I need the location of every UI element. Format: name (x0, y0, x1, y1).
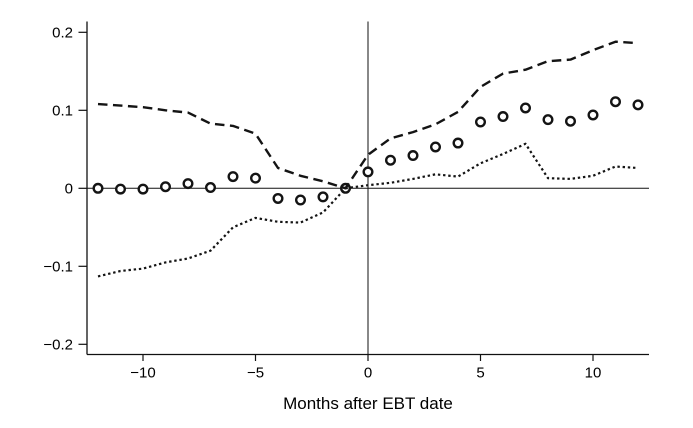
y-tick-label: 0.2 (52, 24, 73, 41)
data-point (249, 172, 261, 184)
data-point (114, 183, 126, 195)
data-point (295, 194, 307, 206)
upper-95pct-ci-line (97, 40, 639, 190)
data-point (182, 178, 194, 190)
y-tick-label: 0.1 (52, 102, 73, 119)
data-point (407, 150, 419, 162)
data-point (520, 102, 532, 114)
data-point (610, 96, 622, 108)
y-tick-label: 0 (65, 180, 73, 197)
data-point (385, 154, 397, 166)
data-point (430, 141, 442, 153)
data-point (452, 137, 464, 149)
x-axis-label: Months after EBT date (283, 394, 453, 413)
y-tick-label: −0.1 (43, 258, 73, 275)
data-point (497, 111, 509, 123)
data-point (137, 183, 149, 195)
x-tick-label: 0 (364, 365, 372, 382)
confidence-band-series (97, 40, 639, 278)
data-point (632, 99, 644, 111)
y-tick-label: −0.2 (43, 336, 73, 353)
data-point (362, 166, 374, 178)
data-point (272, 192, 284, 204)
data-point (587, 109, 599, 121)
x-tick-label: 10 (585, 365, 602, 382)
data-point (542, 114, 554, 126)
reference-lines-layer (87, 21, 649, 355)
data-point (475, 116, 487, 128)
data-point (159, 181, 171, 193)
x-tick-label: −5 (247, 365, 264, 382)
point-estimate-series (92, 96, 644, 206)
data-point (565, 115, 577, 127)
data-point (92, 182, 104, 194)
data-point (317, 191, 329, 203)
x-tick-label: 5 (476, 365, 484, 382)
x-tick-label: −10 (130, 365, 155, 382)
lower-95pct-ci-line (97, 142, 639, 278)
axes-layer: 0.2 0.1 0 −0.1 −0.2 −10 −5 0 5 10 (43, 21, 649, 382)
data-point (204, 182, 216, 194)
data-point (227, 171, 239, 183)
